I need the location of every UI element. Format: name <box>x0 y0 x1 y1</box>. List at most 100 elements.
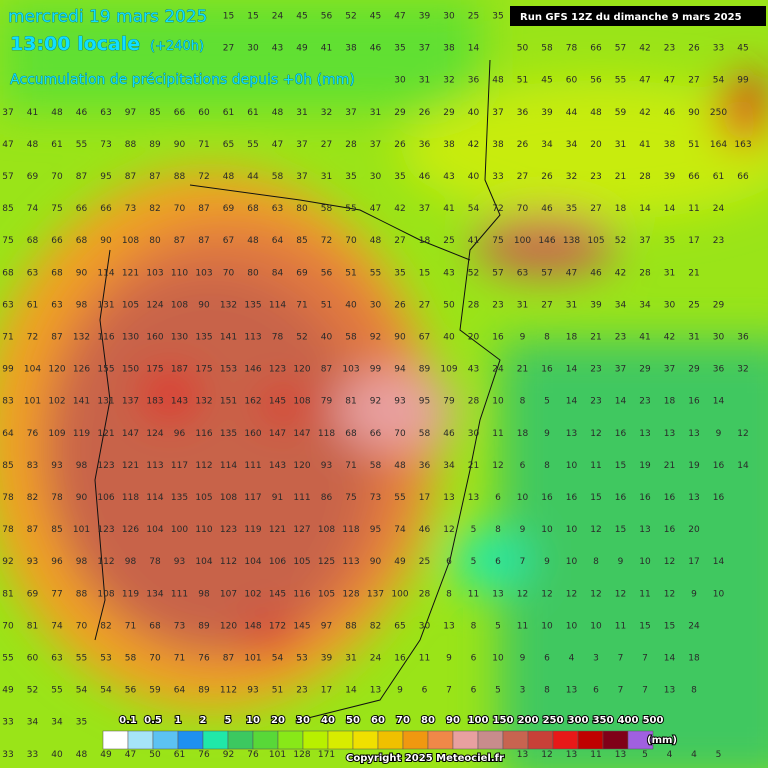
grid-value: 71 <box>345 461 356 471</box>
grid-value: 34 <box>615 300 627 310</box>
grid-value: 141 <box>220 333 237 343</box>
grid-value: 5 <box>471 525 477 535</box>
grid-value: 15 <box>419 268 430 278</box>
grid-value: 98 <box>76 461 88 471</box>
grid-value: 30 <box>713 333 725 343</box>
grid-value: 63 <box>2 300 13 310</box>
grid-value: 55 <box>76 654 87 664</box>
copyright: Copyright 2025 Meteociel.fr <box>346 753 504 764</box>
grid-value: 84 <box>272 268 284 278</box>
grid-value: 137 <box>122 397 139 407</box>
legend-label: 500 <box>643 715 664 726</box>
grid-value: 132 <box>73 333 90 343</box>
legend-label: 30 <box>296 715 310 726</box>
grid-value: 70 <box>345 236 357 246</box>
grid-value: 120 <box>220 621 237 631</box>
grid-value: 123 <box>269 365 286 375</box>
grid-value: 146 <box>538 236 555 246</box>
legend-swatch <box>252 730 279 750</box>
grid-value: 119 <box>122 589 139 599</box>
grid-value: 12 <box>517 589 528 599</box>
grid-value: 3 <box>593 654 599 664</box>
grid-value: 38 <box>443 44 455 54</box>
grid-value: 121 <box>122 461 139 471</box>
grid-value: 37 <box>664 365 675 375</box>
grid-value: 45 <box>737 44 748 54</box>
grid-value: 8 <box>495 525 501 535</box>
grid-value: 120 <box>293 365 310 375</box>
grid-value: 68 <box>345 429 357 439</box>
grid-value: 78 <box>51 493 63 503</box>
grid-value: 48 <box>370 236 382 246</box>
grid-value: 141 <box>73 397 90 407</box>
border <box>94 249 111 641</box>
run-label: Run GFS 12Z du dimanche 9 mars 2025 <box>520 12 742 23</box>
grid-value: 5 <box>495 621 501 631</box>
grid-value: 37 <box>492 108 503 118</box>
grid-value: 70 <box>149 654 161 664</box>
grid-value: 47 <box>2 140 13 150</box>
grid-value: 116 <box>97 333 114 343</box>
grid-value: 95 <box>370 525 381 535</box>
time-title: 13:00 locale <box>10 33 140 55</box>
grid-value: 48 <box>590 108 602 118</box>
grid-value: 69 <box>27 589 39 599</box>
grid-value: 147 <box>269 429 286 439</box>
grid-value: 41 <box>443 204 454 214</box>
grid-value: 6 <box>520 461 526 471</box>
grid-value: 54 <box>272 654 284 664</box>
grid-value: 42 <box>468 140 479 150</box>
grid-value: 24 <box>492 365 504 375</box>
legend-label: 70 <box>396 715 410 726</box>
grid-value: 110 <box>195 525 212 535</box>
grid-value: 50 <box>443 300 455 310</box>
grid-value: 80 <box>247 268 259 278</box>
grid-value: 9 <box>520 333 526 343</box>
grid-value: 68 <box>27 236 39 246</box>
grid-value: 37 <box>296 172 307 182</box>
grid-value: 31 <box>615 140 626 150</box>
grid-value: 143 <box>171 397 188 407</box>
grid-value: 90 <box>370 557 382 567</box>
grid-value: 10 <box>566 461 578 471</box>
grid-value: 70 <box>2 621 14 631</box>
grid-value: 118 <box>122 493 139 503</box>
grid-value: 98 <box>198 589 210 599</box>
grid-value: 52 <box>468 268 479 278</box>
grid-value: 87 <box>174 236 185 246</box>
grid-value: 120 <box>293 461 310 471</box>
grid-value: 98 <box>76 300 88 310</box>
grid-value: 46 <box>443 429 455 439</box>
grid-value: 8 <box>544 333 550 343</box>
grid-value: 41 <box>321 44 332 54</box>
grid-value: 76 <box>27 429 39 439</box>
grid-value: 119 <box>73 429 90 439</box>
grid-value: 61 <box>713 172 724 182</box>
legend-label: 40 <box>321 715 335 726</box>
grid-value: 58 <box>541 44 553 54</box>
grid-value: 87 <box>223 654 234 664</box>
grid-value: 31 <box>370 108 381 118</box>
grid-value: 48 <box>272 108 284 118</box>
grid-value: 70 <box>51 172 63 182</box>
grid-value: 49 <box>2 686 14 696</box>
grid-value: 76 <box>198 750 210 760</box>
grid-value: 13 <box>443 493 454 503</box>
grid-value: 16 <box>713 493 725 503</box>
grid-value: 39 <box>664 172 676 182</box>
grid-value: 117 <box>244 493 261 503</box>
grid-value: 58 <box>125 654 137 664</box>
grid-value: 78 <box>2 525 14 535</box>
grid-value: 130 <box>171 333 188 343</box>
grid-value: 61 <box>27 300 38 310</box>
grid-value: 13 <box>688 493 699 503</box>
legend-label: 200 <box>518 715 539 726</box>
grid-value: 72 <box>321 236 332 246</box>
grid-value: 68 <box>51 268 63 278</box>
grid-value: 74 <box>51 621 63 631</box>
grid-value: 87 <box>149 172 160 182</box>
legend-label: 100 <box>468 715 489 726</box>
grid-value: 73 <box>370 493 381 503</box>
grid-value: 43 <box>443 172 454 182</box>
grid-value: 8 <box>544 686 550 696</box>
